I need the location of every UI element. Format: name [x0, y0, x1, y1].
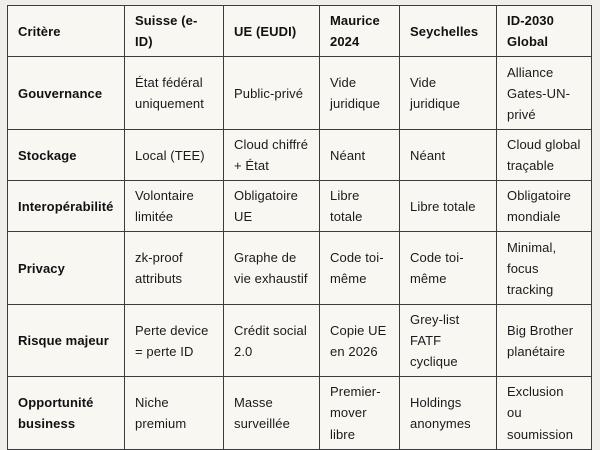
comparison-table: Critère Suisse (e-ID) UE (EUDI) Maurice … — [7, 4, 592, 450]
table-cell: Vide juridique — [399, 56, 497, 131]
table-cell: Premier-mover libre — [319, 376, 400, 450]
row-label: Gouvernance — [7, 56, 125, 131]
header-cell-suisse: Suisse (e-ID) — [124, 4, 224, 58]
table-row-gouvernance: Gouvernance État fédéral uniquement Publ… — [7, 56, 592, 131]
row-label: Privacy — [7, 231, 125, 306]
table-cell: Obligatoire UE — [223, 180, 320, 233]
row-label: Interopérabilité — [7, 180, 125, 233]
table-cell: Graphe de vie exhaustif — [223, 231, 320, 306]
header-cell-id2030: ID-2030 Global — [496, 4, 592, 58]
table-cell: Local (TEE) — [124, 129, 224, 182]
table-cell: Exclusion ou soumission — [496, 376, 592, 450]
table-cell: Néant — [399, 129, 497, 182]
table-cell: Cloud global traçable — [496, 129, 592, 182]
table-cell: Perte device = perte ID — [124, 304, 224, 378]
table-cell: Cloud chiffré + État — [223, 129, 320, 182]
header-cell-seychelles: Seychelles — [399, 4, 497, 58]
table-cell: Libre totale — [319, 180, 400, 233]
table-cell: Public-privé — [223, 56, 320, 131]
row-label: Stockage — [7, 129, 125, 182]
table-cell: Obligatoire mondiale — [496, 180, 592, 233]
table-cell: Masse surveillée — [223, 376, 320, 450]
table-row-stockage: Stockage Local (TEE) Cloud chiffré + Éta… — [7, 129, 592, 182]
header-cell-ue: UE (EUDI) — [223, 4, 320, 58]
row-label: Risque majeur — [7, 304, 125, 378]
table-row-opportunite-business: Opportunité business Niche premium Masse… — [7, 376, 592, 450]
table-cell: zk-proof attributs — [124, 231, 224, 306]
table-cell: Vide juridique — [319, 56, 400, 131]
table-row-interoperabilite: Interopérabilité Volontaire limitée Obli… — [7, 180, 592, 233]
table-row-privacy: Privacy zk-proof attributs Graphe de vie… — [7, 231, 592, 306]
table-cell: Néant — [319, 129, 400, 182]
table-cell: Crédit social 2.0 — [223, 304, 320, 378]
table-cell: Grey-list FATF cyclique — [399, 304, 497, 378]
table-cell: État fédéral uniquement — [124, 56, 224, 131]
table-cell: Code toi-même — [319, 231, 400, 306]
table-cell: Libre totale — [399, 180, 497, 233]
table-header-row: Critère Suisse (e-ID) UE (EUDI) Maurice … — [7, 4, 592, 58]
table-cell: Volontaire limitée — [124, 180, 224, 233]
comparison-table-container: Critère Suisse (e-ID) UE (EUDI) Maurice … — [7, 4, 592, 450]
table-cell: Minimal, focus tracking — [496, 231, 592, 306]
table-cell: Niche premium — [124, 376, 224, 450]
table-cell: Big Brother planétaire — [496, 304, 592, 378]
table-cell: Alliance Gates-UN-privé — [496, 56, 592, 131]
table-row-risque-majeur: Risque majeur Perte device = perte ID Cr… — [7, 304, 592, 378]
table-cell: Copie UE en 2026 — [319, 304, 400, 378]
header-cell-critere: Critère — [7, 4, 125, 58]
header-cell-maurice: Maurice 2024 — [319, 4, 400, 58]
row-label: Opportunité business — [7, 376, 125, 450]
table-cell: Holdings anonymes — [399, 376, 497, 450]
table-cell: Code toi-même — [399, 231, 497, 306]
